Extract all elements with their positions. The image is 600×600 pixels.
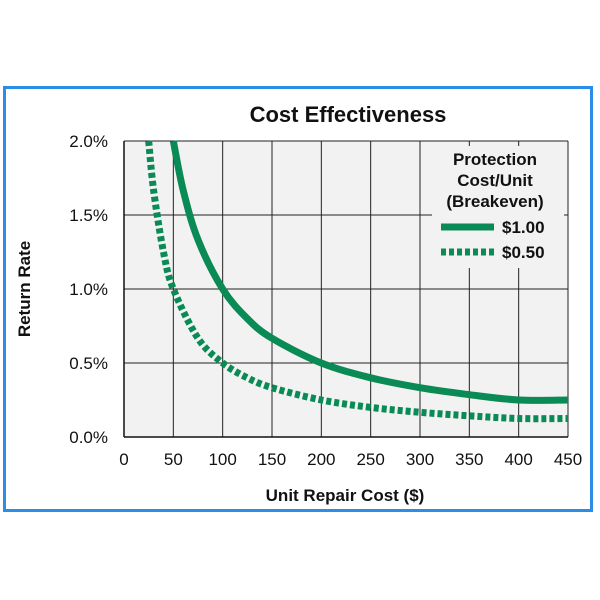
series-line-0-50	[145, 140, 568, 423]
legend-background	[432, 146, 564, 268]
x-tick-label: 300	[406, 450, 434, 469]
x-tick-label: 400	[504, 450, 532, 469]
tick-labels: 0 50 100 150 200 250 300 350 400 450 0.0% 0.5% 1.0% 1…	[69, 132, 582, 469]
y-tick-label: 0.5%	[69, 354, 108, 373]
legend-title-line-1: Protection	[453, 150, 537, 169]
series-line-1-00	[169, 140, 568, 404]
y-tick-label: 1.0%	[69, 280, 108, 299]
legend-label-0-50: $0.50	[502, 243, 545, 262]
x-tick-label: 200	[307, 450, 335, 469]
x-tick-label: 0	[119, 450, 128, 469]
x-axis-label: Unit Repair Cost ($)	[266, 486, 425, 505]
chart-title: Cost Effectiveness	[250, 102, 447, 127]
legend-label-1-00: $1.00	[502, 218, 545, 237]
axes	[123, 141, 568, 438]
series-layer	[145, 140, 568, 423]
x-tick-label: 100	[208, 450, 236, 469]
legend-title-line-3: (Breakeven)	[446, 192, 543, 211]
x-tick-label: 250	[356, 450, 384, 469]
y-tick-label: 0.0%	[69, 428, 108, 447]
legend-title-line-2: Cost/Unit	[457, 171, 533, 190]
x-tick-label: 350	[455, 450, 483, 469]
legend: Protection Cost/Unit (Breakeven) $1.00 $…	[432, 146, 564, 268]
x-tick-label: 150	[258, 450, 286, 469]
x-tick-label: 450	[554, 450, 582, 469]
y-tick-label: 1.5%	[69, 206, 108, 225]
y-axis-label: Return Rate	[15, 241, 34, 337]
x-tick-label: 50	[164, 450, 183, 469]
y-tick-label: 2.0%	[69, 132, 108, 151]
